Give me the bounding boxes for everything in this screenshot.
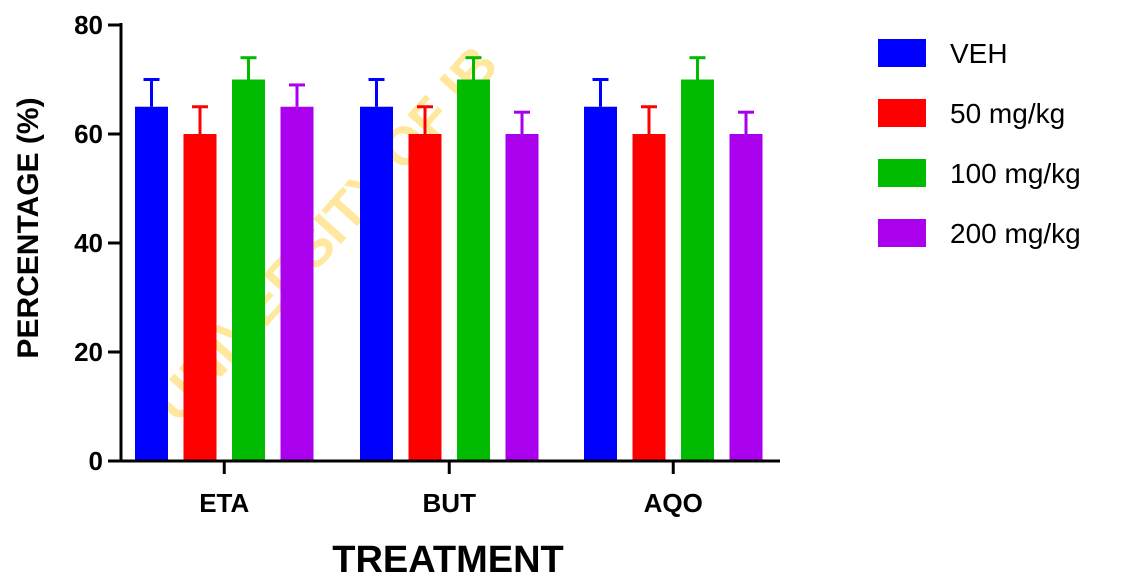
bar-but-1 xyxy=(360,106,393,461)
bar-aqo-3 xyxy=(681,79,714,461)
y-tick-label-60: 60 xyxy=(74,119,103,149)
bar-eta-2 xyxy=(183,134,217,461)
x-tick-label-aqo: AQO xyxy=(644,488,703,518)
bar-aqo-4 xyxy=(729,134,763,461)
x-tick-label-eta: ETA xyxy=(199,488,249,518)
legend-swatch-2 xyxy=(878,99,926,127)
legend-label-2: 50 mg/kg xyxy=(950,98,1065,129)
legend-swatch-4 xyxy=(878,219,926,247)
bar-but-4 xyxy=(505,134,539,461)
axes-group: 0 20 40 60 80 ETA BUT AQO TREATMENT PERCENTAGE (%… xyxy=(12,10,780,580)
legend-swatch-1 xyxy=(878,39,926,67)
legend: VEH 50 mg/kg 100 mg/kg 200 mg/kg xyxy=(878,38,1081,249)
bar-aqo-1 xyxy=(584,106,617,461)
bar-but-2 xyxy=(408,134,442,461)
legend-swatch-3 xyxy=(878,159,926,187)
bar-but-3 xyxy=(457,79,490,461)
error-bars-group xyxy=(143,56,754,134)
y-tick-label-40: 40 xyxy=(74,228,103,258)
bars-group xyxy=(135,79,763,461)
y-axis-title: PERCENTAGE (%) xyxy=(12,97,45,358)
y-tick-label-20: 20 xyxy=(74,337,103,367)
bar-eta-4 xyxy=(280,106,314,461)
x-tick-label-but: BUT xyxy=(423,488,477,518)
y-tick-label-80: 80 xyxy=(74,10,103,40)
bar-eta-3 xyxy=(232,79,265,461)
bar-eta-1 xyxy=(135,106,168,461)
legend-label-3: 100 mg/kg xyxy=(950,158,1081,189)
x-axis-title: TREATMENT xyxy=(332,539,564,580)
y-tick-label-0: 0 xyxy=(89,446,103,476)
bar-aqo-2 xyxy=(632,134,666,461)
legend-label-4: 200 mg/kg xyxy=(950,218,1081,249)
legend-label-1: VEH xyxy=(950,38,1008,69)
